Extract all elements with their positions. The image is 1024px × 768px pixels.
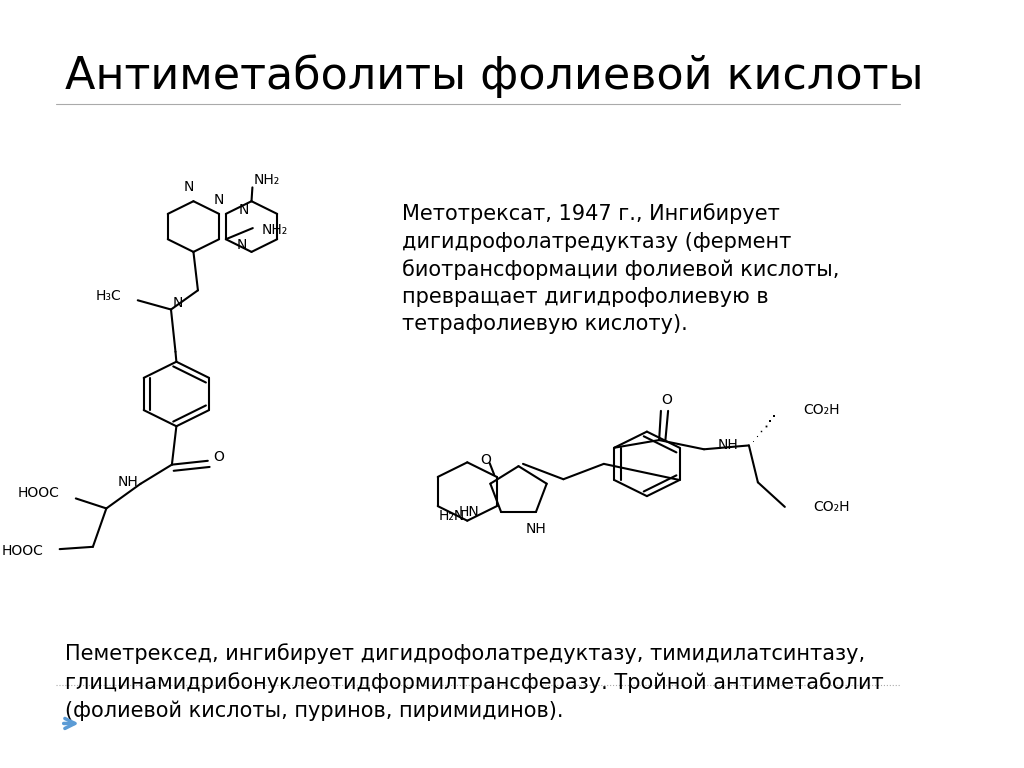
Text: O: O (660, 393, 672, 407)
Text: H₂N: H₂N (439, 509, 465, 523)
Text: Метотрексат, 1947 г., Ингибирует
дигидрофолатредуктазу (фермент
биотрансформации: Метотрексат, 1947 г., Ингибирует дигидро… (402, 204, 840, 334)
Text: O: O (480, 453, 492, 467)
Text: NH₂: NH₂ (253, 173, 280, 187)
Text: HOOC: HOOC (17, 486, 59, 500)
Text: NH₂: NH₂ (262, 223, 288, 237)
Text: N: N (183, 180, 195, 194)
Text: O: O (213, 450, 224, 464)
Text: NH: NH (525, 522, 547, 536)
Text: N: N (237, 238, 247, 253)
Text: NH: NH (118, 475, 138, 488)
Text: CO₂H: CO₂H (803, 403, 840, 417)
Text: N: N (239, 203, 249, 217)
Text: CO₂H: CO₂H (813, 500, 850, 514)
Text: HN: HN (458, 505, 479, 519)
Text: H₃C: H₃C (96, 289, 122, 303)
Text: Пеметрексед, ингибирует дигидрофолатредуктазу, тимидилатсинтазу,
глицинамидрибон: Пеметрексед, ингибирует дигидрофолатреду… (66, 644, 884, 720)
Text: NH: NH (718, 439, 738, 452)
Text: Антиметаболиты фолиевой кислоты: Антиметаболиты фолиевой кислоты (66, 54, 924, 98)
Text: N: N (213, 193, 224, 207)
Text: HOOC: HOOC (2, 544, 43, 558)
Text: N: N (173, 296, 183, 310)
